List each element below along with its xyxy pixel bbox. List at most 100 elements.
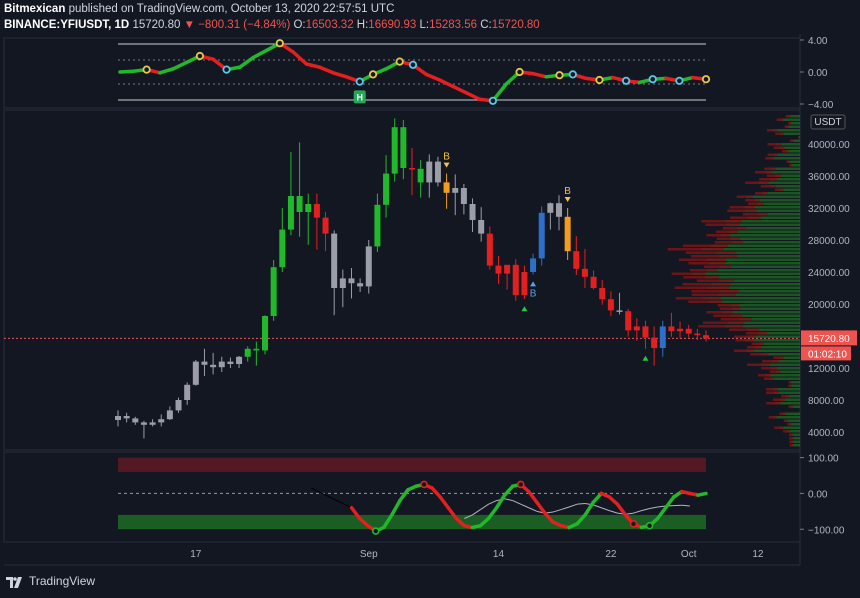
volume-profile-bar <box>674 286 730 289</box>
signal-line-segment <box>520 503 529 509</box>
chart-canvas[interactable]: B B B USDT 40000.00 36000.00 32000.00 28000.00 2… <box>0 0 860 570</box>
volume-profile-bar <box>729 206 755 209</box>
volume-profile-bar <box>758 342 800 345</box>
countdown-label: 01:02:10 <box>808 349 847 360</box>
oscillator-dot <box>648 75 657 84</box>
volume-profile-bar <box>773 153 800 156</box>
cross-dot <box>371 527 380 535</box>
volume-profile-bar <box>704 276 800 279</box>
price-tick-label: 24000.00 <box>808 268 850 279</box>
signal-line-segment <box>512 500 521 505</box>
volume-profile-bar <box>779 188 800 191</box>
signal-line-segment <box>593 504 602 509</box>
volume-profile-bar <box>735 339 754 342</box>
oscillator-segment <box>451 84 469 95</box>
oscillator-dot <box>368 70 378 79</box>
volume-profile-bar <box>769 185 800 188</box>
volume-profile-bar <box>783 419 789 422</box>
volume-profile-bar <box>742 213 768 216</box>
volume-profile-bar <box>772 129 800 132</box>
volume-profile-bar <box>766 402 781 405</box>
signal-line-segment <box>601 507 610 512</box>
volume-profile-bar <box>725 220 800 223</box>
volume-profile-bar <box>760 185 777 188</box>
overbought-band <box>118 457 706 472</box>
signal-line-segment <box>641 507 650 512</box>
price-tick-label: 40000.00 <box>808 140 850 151</box>
candle-body <box>339 278 346 288</box>
signal-line-segment <box>633 510 642 514</box>
candle-body <box>581 268 588 277</box>
volume-profile-bar <box>788 405 793 408</box>
candle-body <box>279 229 286 268</box>
volume-profile-bar <box>708 300 800 303</box>
candle-body <box>694 333 701 336</box>
osc-tick-label: −4.00 <box>808 100 834 111</box>
tradingview-logo-icon <box>6 577 22 588</box>
candle-body <box>391 127 398 174</box>
time-tick-label: Oct <box>681 549 697 560</box>
publish-info: Bitmexican published on TradingView.com,… <box>4 3 394 15</box>
candle-body <box>668 326 675 332</box>
signal-line-segment <box>480 503 489 510</box>
price-tick-label: 4000.00 <box>808 428 845 439</box>
volume-profile-bar <box>690 255 738 258</box>
candle-body <box>158 419 165 423</box>
candle-body <box>115 416 121 420</box>
volume-profile-bar <box>792 440 800 443</box>
high-value: 16690.93 <box>368 19 417 31</box>
price-tick-label: 28000.00 <box>808 236 850 247</box>
oscillator-dot <box>195 51 205 61</box>
wave-segment <box>446 506 459 521</box>
signal-line-segment <box>552 509 562 513</box>
signal-line-segment <box>472 509 481 516</box>
candle-body <box>504 264 511 274</box>
cross-dot <box>420 480 428 489</box>
wave-segment <box>527 489 539 505</box>
wave-segment <box>535 500 547 515</box>
candle-body <box>556 203 562 217</box>
volume-profile-bar <box>713 314 743 317</box>
price-tick-label: 32000.00 <box>808 204 850 215</box>
candle-body <box>547 203 554 213</box>
candle-body <box>313 204 320 218</box>
oscillator-segment <box>331 71 349 79</box>
oscillator-segment <box>291 50 309 66</box>
volume-profile-bar <box>730 237 800 240</box>
candle-body <box>478 220 485 234</box>
volume-profile-bar <box>779 356 800 359</box>
candle-body <box>434 161 441 183</box>
signal-label-b: B <box>530 288 537 299</box>
volume-profile-bar <box>746 332 767 335</box>
price-change: −800.31 (−4.84%) <box>198 19 291 31</box>
volume-profile-bar <box>671 272 706 275</box>
volume-profile-bar <box>764 167 776 170</box>
volume-profile-bar <box>751 342 764 345</box>
osc-tick-label: 0.00 <box>808 68 828 79</box>
volume-profile-bar <box>702 297 800 300</box>
volume-profile-bar <box>761 367 778 370</box>
volume-profile-bar <box>682 244 729 247</box>
signal-line-segment <box>577 502 586 505</box>
volume-profile-bar <box>746 349 800 352</box>
volume-profile-bar <box>757 374 771 377</box>
candle-body <box>270 267 277 316</box>
candle-body <box>383 173 390 205</box>
candle-body <box>685 328 692 334</box>
candle-body <box>400 127 407 168</box>
volume-profile-bar <box>719 307 741 310</box>
candle-body <box>322 217 329 234</box>
signal-label-b: B <box>564 186 571 197</box>
candle-body <box>132 418 139 423</box>
volume-profile-bar <box>691 290 739 293</box>
volume-profile-bar <box>714 241 744 244</box>
volume-profile-bar <box>711 283 800 286</box>
candle-body <box>123 416 130 419</box>
volume-profile-bar <box>707 286 800 289</box>
signal-line-segment <box>609 510 618 514</box>
wave-segment <box>655 506 668 521</box>
volume-profile-bar <box>768 416 777 419</box>
axis-unit-label: USDT <box>814 117 841 128</box>
wave-segment <box>454 516 467 528</box>
candle-body <box>296 196 303 212</box>
